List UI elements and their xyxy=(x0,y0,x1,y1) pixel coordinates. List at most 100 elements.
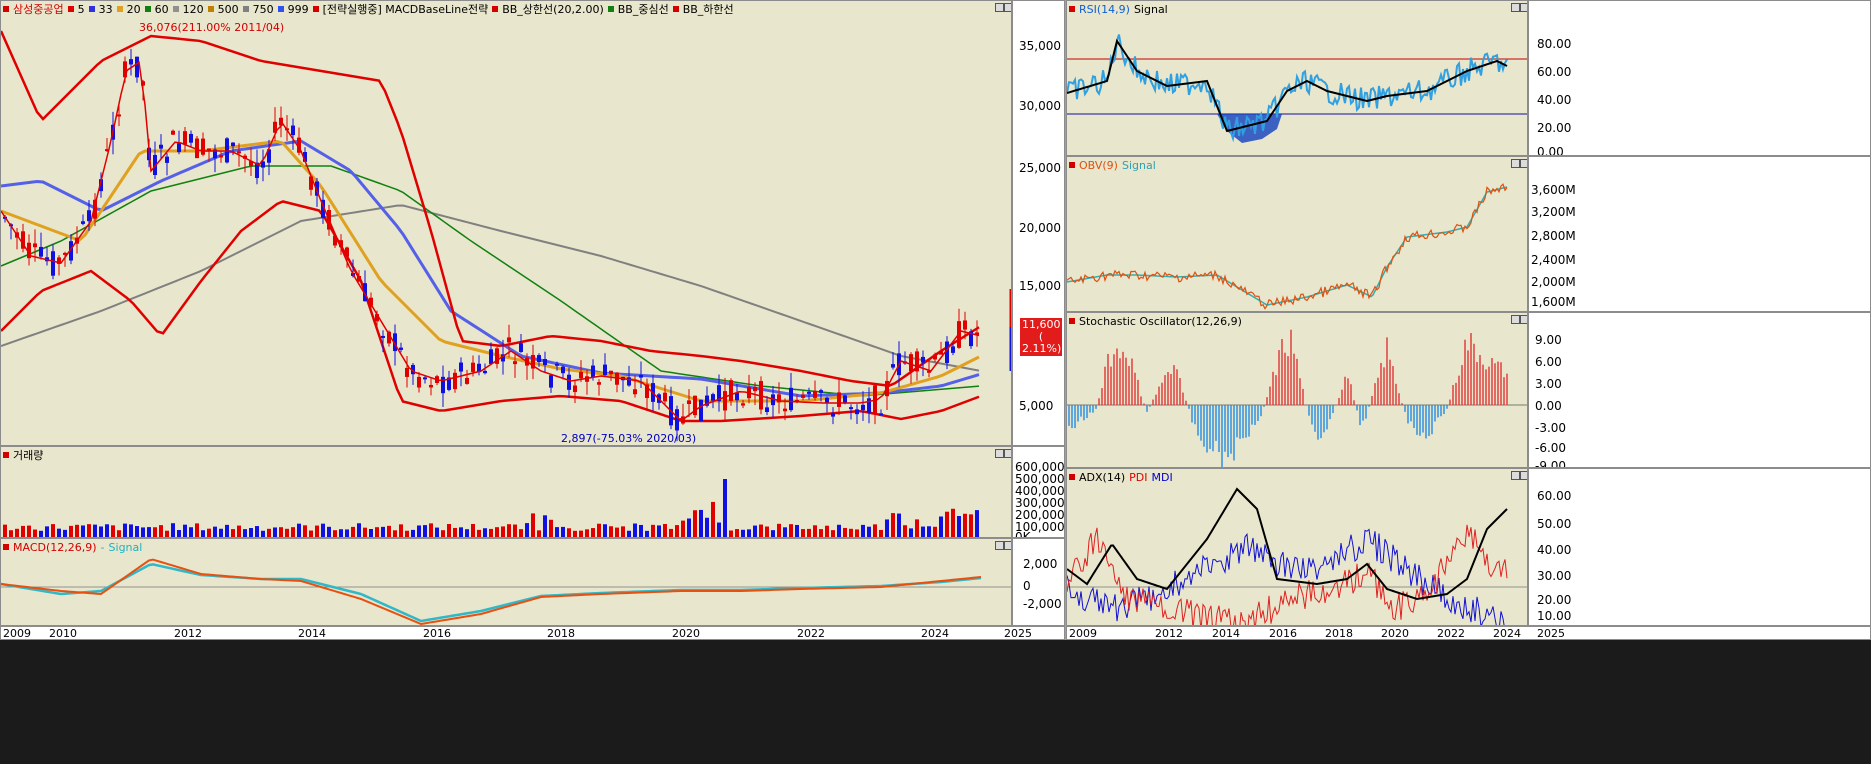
rsi-panel[interactable]: RSI(14,9) Signal xyxy=(1066,0,1528,156)
price-panel[interactable]: 삼성중공업 5 33 20 60 120 500 750 999 [전략실행중] MACDBase… xyxy=(0,0,1012,446)
volume-bar xyxy=(657,525,661,537)
volume-bar xyxy=(411,529,415,537)
candle-body xyxy=(399,347,403,350)
candle-body xyxy=(387,331,391,344)
candle-body xyxy=(675,409,679,431)
panel-maximize-button[interactable] xyxy=(1520,471,1527,480)
obv-panel[interactable]: OBV(9) Signal xyxy=(1066,156,1528,312)
stochastic-panel[interactable]: Stochastic Oscillator(12,26,9) xyxy=(1066,312,1528,468)
volume-bar xyxy=(363,527,367,537)
candle-body xyxy=(141,81,145,86)
volume-bar xyxy=(615,527,619,537)
panel-maximize-button[interactable] xyxy=(1520,3,1527,12)
volume-bar xyxy=(237,525,241,537)
panel-maximize-button[interactable] xyxy=(1520,315,1527,324)
panel-minimize-button[interactable] xyxy=(1511,471,1520,480)
panel-maximize-button[interactable] xyxy=(1004,541,1011,550)
adx-y-axis: 60.00 50.00 40.00 30.00 20.00 10.00 xyxy=(1528,468,1871,626)
volume-bar xyxy=(621,526,625,537)
candle-body xyxy=(51,251,55,276)
candle-body xyxy=(357,276,361,282)
y-tick-label: 20,000 xyxy=(1019,221,1061,235)
volume-bar xyxy=(693,510,697,537)
candle-body xyxy=(699,399,703,421)
volume-bar xyxy=(873,524,877,537)
candle-body xyxy=(567,374,571,390)
candle-body xyxy=(453,372,457,390)
candle-body xyxy=(183,131,187,145)
candle-body xyxy=(777,394,781,403)
volume-bar xyxy=(627,530,631,537)
candle-body xyxy=(93,199,97,219)
legend-item: 5 xyxy=(77,2,85,16)
macd-line xyxy=(1,558,982,625)
volume-bar xyxy=(81,525,85,537)
candle-body xyxy=(819,390,823,393)
candle-body xyxy=(213,149,217,159)
panel-maximize-button[interactable] xyxy=(1520,159,1527,168)
volume-panel[interactable]: 거래량 xyxy=(0,446,1012,538)
candle-body xyxy=(33,243,37,248)
panel-maximize-button[interactable] xyxy=(1004,449,1011,458)
price-chart xyxy=(1,30,1011,442)
y-tick-label: -6.00 xyxy=(1535,441,1567,455)
x-tick-label: 2016 xyxy=(1269,627,1297,640)
volume-bar xyxy=(681,520,685,537)
y-tick-label: -3.00 xyxy=(1535,421,1567,435)
volume-bar xyxy=(291,527,295,537)
candle-body xyxy=(459,362,463,372)
volume-bar xyxy=(51,524,55,537)
volume-bar xyxy=(765,526,769,537)
volume-bar xyxy=(135,526,139,537)
candle-body xyxy=(135,56,139,78)
candle-body xyxy=(627,377,631,386)
y-tick-label: -9.00 xyxy=(1535,459,1567,468)
panel-minimize-button[interactable] xyxy=(995,3,1004,12)
volume-bar xyxy=(243,529,247,537)
candle-body xyxy=(309,176,313,190)
volume-bar xyxy=(477,529,481,537)
y-tick-label: 1,600M xyxy=(1531,295,1576,309)
panel-minimize-button[interactable] xyxy=(1511,159,1520,168)
candle-body xyxy=(165,156,169,163)
volume-bar xyxy=(567,528,571,537)
volume-bar xyxy=(597,523,601,537)
y-tick-label: 20.00 xyxy=(1537,121,1572,135)
candle-body xyxy=(471,362,475,372)
panel-minimize-button[interactable] xyxy=(1511,3,1520,12)
candle-body xyxy=(489,349,493,364)
volume-bar xyxy=(87,524,91,537)
y-tick-label: 0.00 xyxy=(1535,399,1562,413)
volume-bar xyxy=(885,519,889,537)
volume-bar xyxy=(507,524,511,537)
volume-bar xyxy=(399,524,403,537)
candle-body xyxy=(963,320,967,330)
volume-bar xyxy=(951,508,955,537)
panel-minimize-button[interactable] xyxy=(995,541,1004,550)
candle-body xyxy=(369,297,373,306)
candle-body xyxy=(483,370,487,374)
y-tick-label: 25,000 xyxy=(1019,161,1061,175)
candle-body xyxy=(171,130,175,135)
stochastic-y-axis: 9.00 6.00 3.00 0.00 -3.00 -6.00 -9.00 xyxy=(1528,312,1871,468)
legend-swatch xyxy=(116,6,123,12)
macd-panel[interactable]: MACD(12,26,9) - Signal xyxy=(0,538,1012,626)
candle-body xyxy=(891,364,895,368)
macd-chart xyxy=(1,558,1011,625)
volume-bar xyxy=(939,516,943,537)
candle-body xyxy=(381,335,385,338)
panel-minimize-button[interactable] xyxy=(995,449,1004,458)
volume-bar xyxy=(417,525,421,537)
adx-panel[interactable]: ADX(14) PDI MDI xyxy=(1066,468,1528,626)
y-tick-label: 2,400M xyxy=(1531,253,1576,267)
candle-body xyxy=(87,210,91,222)
panel-minimize-button[interactable] xyxy=(1511,315,1520,324)
candle-body xyxy=(237,151,241,154)
volume-bar xyxy=(3,524,7,537)
status-strip xyxy=(0,640,1871,764)
candle-body xyxy=(507,337,511,343)
candle-body xyxy=(939,350,943,355)
panel-maximize-button[interactable] xyxy=(1004,3,1011,12)
volume-bar xyxy=(645,530,649,537)
